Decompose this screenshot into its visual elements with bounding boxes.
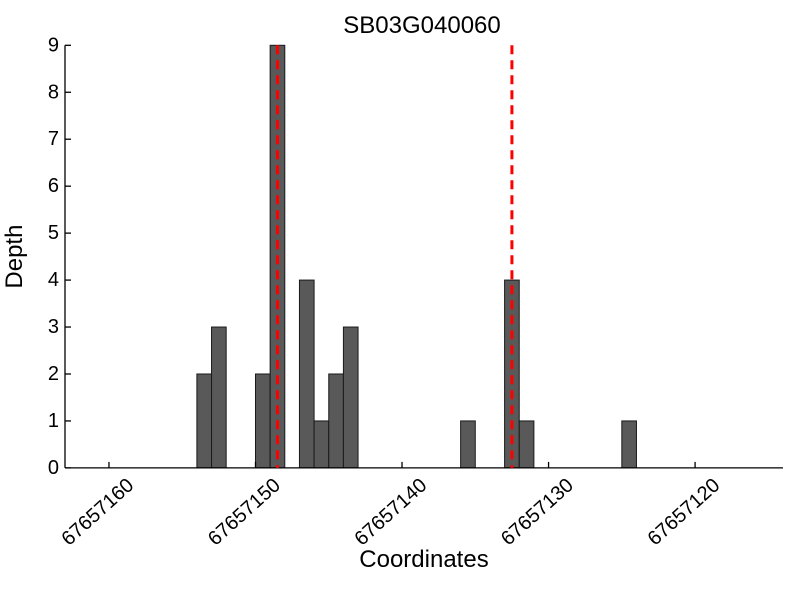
svg-text:67657160: 67657160 xyxy=(57,474,138,550)
svg-text:0: 0 xyxy=(48,457,59,479)
svg-text:2: 2 xyxy=(48,363,59,385)
svg-text:67657140: 67657140 xyxy=(351,474,432,550)
svg-text:6: 6 xyxy=(48,175,59,197)
svg-text:7: 7 xyxy=(48,128,59,150)
svg-text:67657120: 67657120 xyxy=(644,474,725,550)
svg-text:Coordinates: Coordinates xyxy=(359,546,488,573)
svg-text:5: 5 xyxy=(48,222,59,244)
svg-text:SB03G040060: SB03G040060 xyxy=(343,12,500,39)
svg-text:Depth: Depth xyxy=(1,225,28,289)
svg-text:3: 3 xyxy=(48,316,59,338)
svg-text:9: 9 xyxy=(48,34,59,56)
svg-text:8: 8 xyxy=(48,81,59,103)
svg-text:67657150: 67657150 xyxy=(204,474,285,550)
svg-text:67657130: 67657130 xyxy=(497,474,578,550)
svg-text:4: 4 xyxy=(48,269,59,291)
svg-text:1: 1 xyxy=(48,410,59,432)
